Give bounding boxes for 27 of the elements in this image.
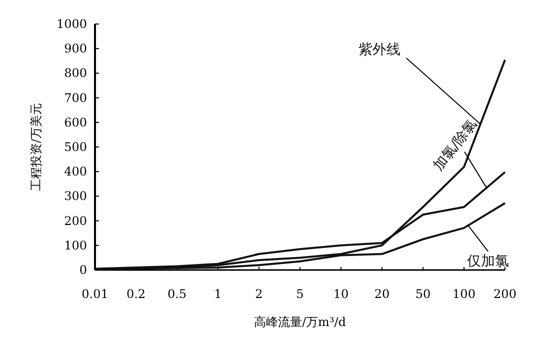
text: 加氯/除氯 [430,116,480,174]
x-axis-title: 高峰流量/万m³/d [254,315,346,329]
x-tick-label: 50 [415,287,431,301]
y-tick-label: 0 [79,263,87,277]
text: 紫外线 [358,42,400,58]
y-tick-label: 800 [64,66,87,80]
x-tick-label: 20 [374,287,390,301]
x-tick-label: 1 [214,287,222,301]
y-tick-label: 700 [64,90,87,105]
x-tick-label: 5 [296,287,304,301]
x-tick-label: 200 [494,287,516,301]
x-tick-label: 2 [255,287,263,301]
y-tick-label: 900 [64,42,87,56]
y-tick-label: 200 [64,214,87,228]
x-tick-label: 10 [333,287,349,301]
y-tick-label: 400 [64,164,87,179]
x-tick-label: 0.01 [82,287,108,301]
y-axis-title: 工程投资/万美元 [29,102,43,192]
x-tick-label: 100 [452,287,476,301]
series-label: 仅加氯 [467,253,510,270]
y-tick-label: 100 [64,238,87,252]
y-tick-label: 600 [64,115,87,130]
x-tick-label: 0.2 [126,287,146,301]
y-tick-label: 300 [64,189,87,204]
x-tick-label: 0.5 [167,287,187,301]
y-tick-label: 500 [64,140,87,154]
y-tick-label: 1000 [56,17,87,31]
